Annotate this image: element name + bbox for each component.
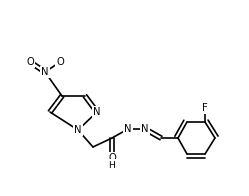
Text: O: O <box>108 153 116 163</box>
Text: N: N <box>93 107 101 117</box>
Text: F: F <box>202 103 208 113</box>
Text: O: O <box>56 57 64 67</box>
Text: H: H <box>109 161 116 170</box>
Text: N: N <box>124 124 132 134</box>
Text: N: N <box>41 67 49 77</box>
Text: N: N <box>141 124 149 134</box>
Text: N: N <box>74 125 82 135</box>
Text: O: O <box>26 57 34 67</box>
